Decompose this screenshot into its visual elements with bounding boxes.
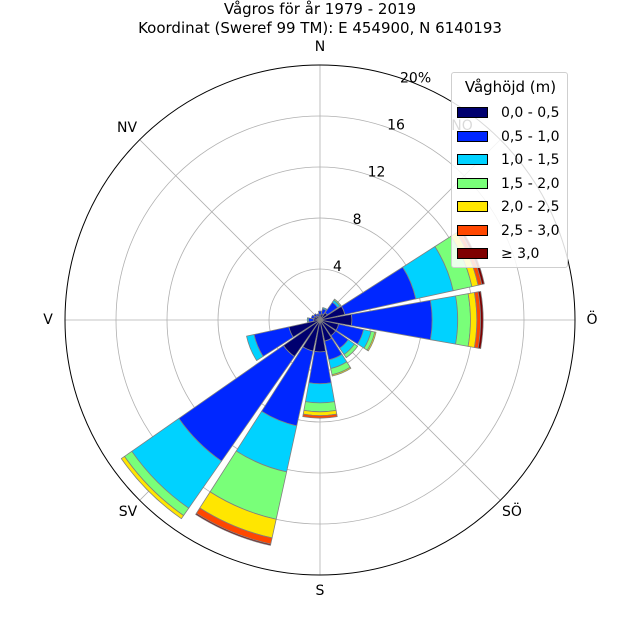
legend-label: 0,0 - 0,5 <box>501 105 560 121</box>
legend-item: 2,0 - 2,5 <box>457 198 567 216</box>
direction-label: Ö <box>586 310 597 328</box>
rose-bar-segment <box>316 313 320 318</box>
legend-label: 1,0 - 1,5 <box>501 152 560 168</box>
rose-bar-segment <box>120 456 184 520</box>
legend-swatch <box>457 107 488 118</box>
rose-bar-segment <box>305 382 335 404</box>
legend-label: 0,5 - 1,0 <box>501 128 560 145</box>
rose-bar-segment <box>322 307 328 311</box>
rose-bars <box>120 228 485 546</box>
rose-bar-segment <box>333 298 342 307</box>
radial-tick-label: 4 <box>333 259 342 275</box>
rose-bar-segment <box>246 334 264 361</box>
legend-label: ≥ 3,0 <box>501 246 540 262</box>
rose-bar-segment <box>195 512 272 546</box>
legend-item: 1,0 - 1,5 <box>457 151 567 169</box>
rose-bar-segment <box>343 343 359 359</box>
chart-subtitle: Koordinat (Sweref 99 TM): E 454900, N 61… <box>138 19 502 37</box>
rose-bar-segment <box>430 295 459 345</box>
radial-tick-label: 20% <box>400 70 431 86</box>
direction-label: N <box>315 39 325 55</box>
direction-label: V <box>43 312 53 328</box>
legend-swatch <box>457 130 488 142</box>
rose-bar-segment <box>366 331 377 352</box>
radial-tick-label: 12 <box>368 165 386 181</box>
rose-bar-segment <box>455 293 471 347</box>
legend-swatch <box>457 177 488 189</box>
legend-swatch <box>457 201 488 212</box>
rose-bar-segment <box>303 401 337 413</box>
legend-title: Våghöjd (m) <box>464 78 557 96</box>
legend-swatch <box>457 248 488 259</box>
direction-label: SV <box>119 504 138 520</box>
legend-item: 2,5 - 3,0 <box>457 222 567 240</box>
radial-tick-label: 16 <box>387 118 405 134</box>
grid-spoke <box>139 139 321 321</box>
legend-swatch <box>457 154 488 165</box>
legend-label: 1,5 - 2,0 <box>501 175 560 192</box>
rose-bar-segment <box>313 313 318 318</box>
rose-bar-segment <box>477 290 484 350</box>
outer-ring <box>64 64 576 576</box>
direction-label: S <box>316 583 325 599</box>
rose-bar-segment <box>306 317 310 323</box>
direction-label: SÖ <box>502 502 522 520</box>
legend: Våghöjd (m) 0,0 - 0,5 0,5 - 1,0 1,0 - 1,5 1… <box>451 72 568 268</box>
legend-item: 0,5 - 1,0 <box>457 128 567 146</box>
legend-label: 2,0 - 2,5 <box>501 199 560 215</box>
radial-tick-label: 8 <box>353 212 362 228</box>
rose-bar-segment <box>302 413 338 419</box>
direction-label: NV <box>117 120 137 136</box>
chart-title: Vågros för år 1979 - 2019 <box>223 0 417 18</box>
legend-item: 1,5 - 2,0 <box>457 175 567 193</box>
legend-swatch <box>457 224 488 236</box>
legend-item: ≥ 3,0 <box>457 245 567 263</box>
legend-label: 2,5 - 3,0 <box>501 222 560 239</box>
legend-item: 0,0 - 0,5 <box>457 104 567 122</box>
rose-bar-segment <box>331 366 352 377</box>
